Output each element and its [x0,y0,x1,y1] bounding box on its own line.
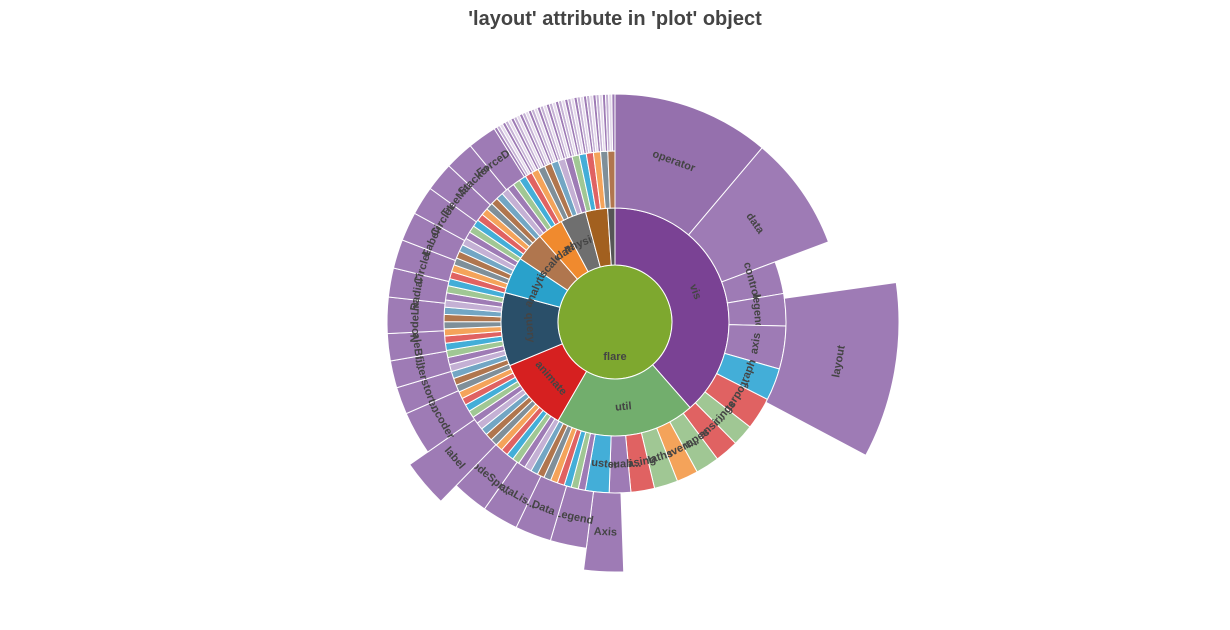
ring1-label-util: util [615,400,633,414]
ring3-segment-layout[interactable] [765,281,900,457]
ring1-label-query: query [523,312,537,344]
ring3-label-nodelinktreelayout: NodeLin... [409,289,423,343]
ring2-label-axis: axis [748,332,763,355]
ring2-segment-data[interactable] [687,147,830,283]
ring3-segment-small[interactable] [611,93,616,152]
ring2-label-legend: legend [750,294,765,330]
ring3-label-layout: layout [830,344,848,378]
root-label: flare [603,351,626,363]
ring3-label-axis: Axis [594,526,618,539]
ring3-label-filter: filter [412,355,429,382]
chart-title: 'layout' attribute in 'plot' object [468,8,762,30]
ring1-label-vis: vis [687,283,704,302]
